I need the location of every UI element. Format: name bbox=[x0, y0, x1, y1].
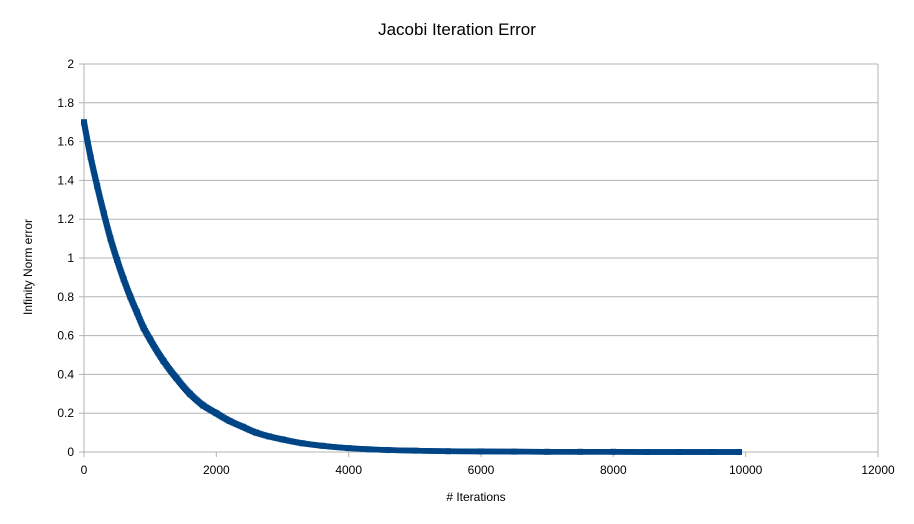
data-point-interp bbox=[277, 436, 284, 442]
x-tick-label: 10000 bbox=[729, 463, 763, 477]
data-point-interp bbox=[317, 442, 324, 449]
y-tick-label: 1.2 bbox=[57, 212, 74, 226]
data-point-interp bbox=[146, 335, 153, 341]
y-tick-label: 1.6 bbox=[57, 135, 74, 149]
data-point-interp bbox=[251, 429, 258, 435]
y-tick-label: 0.2 bbox=[57, 406, 74, 420]
y-tick-label: 0.8 bbox=[57, 290, 74, 304]
data-point-interp bbox=[707, 449, 714, 455]
data-point-interp bbox=[100, 208, 107, 215]
data-point-interp bbox=[140, 323, 146, 330]
y-tick-label: 1.4 bbox=[57, 173, 74, 187]
data-point-interp bbox=[126, 292, 133, 299]
data-point-interp bbox=[383, 447, 389, 453]
data-point-interp bbox=[238, 423, 245, 429]
data-point-interp bbox=[575, 449, 581, 455]
x-axis-label: # Iterations bbox=[446, 490, 506, 504]
x-tick-label: 6000 bbox=[468, 463, 495, 477]
x-tick-label: 2000 bbox=[203, 463, 230, 477]
y-tick-label: 2 bbox=[67, 57, 74, 71]
data-point-interp bbox=[475, 448, 482, 455]
x-tick-label: 12000 bbox=[861, 463, 895, 477]
x-tick-labels: 0 2000 4000 6000 8000 10000 12000 bbox=[81, 463, 895, 477]
chart-title: Jacobi Iteration Error bbox=[378, 20, 536, 39]
data-point-interp bbox=[734, 449, 740, 455]
data-point-interp bbox=[409, 447, 416, 454]
data-point-interp bbox=[509, 448, 515, 455]
data-point-interp bbox=[264, 433, 271, 439]
data-point-interp bbox=[363, 446, 370, 452]
x-tick-label: 0 bbox=[81, 463, 88, 477]
data-point-interp bbox=[107, 234, 113, 240]
data-point-interp bbox=[113, 255, 120, 262]
data-point-interp bbox=[542, 448, 548, 455]
data-point-interp bbox=[608, 449, 614, 455]
data-point-interp bbox=[87, 152, 94, 159]
y-tick-label: 0 bbox=[67, 445, 74, 459]
data-point-interp bbox=[120, 275, 126, 281]
y-axis-label: Infinity Norm error bbox=[21, 218, 35, 316]
y-tick-label: 1.8 bbox=[57, 96, 74, 110]
x-tick-label: 8000 bbox=[600, 463, 627, 477]
y-tick-label: 0.4 bbox=[57, 367, 74, 381]
data-point-interp bbox=[641, 449, 648, 455]
data-point-interp bbox=[674, 449, 681, 455]
data-point-interp bbox=[343, 445, 350, 451]
data-point-interp bbox=[442, 448, 449, 454]
x-tick-label: 4000 bbox=[335, 463, 362, 477]
y-tick-label: 0.6 bbox=[57, 329, 74, 343]
data-point-interp bbox=[297, 440, 304, 446]
data-point-interp bbox=[94, 181, 100, 188]
data-point-interp bbox=[133, 308, 140, 314]
series-points bbox=[81, 119, 743, 455]
y-tick-label: 1 bbox=[67, 251, 74, 265]
y-tick-labels: 0 0.2 0.4 0.6 0.8 1 1.2 1.4 1.6 1.8 2 bbox=[57, 57, 74, 459]
